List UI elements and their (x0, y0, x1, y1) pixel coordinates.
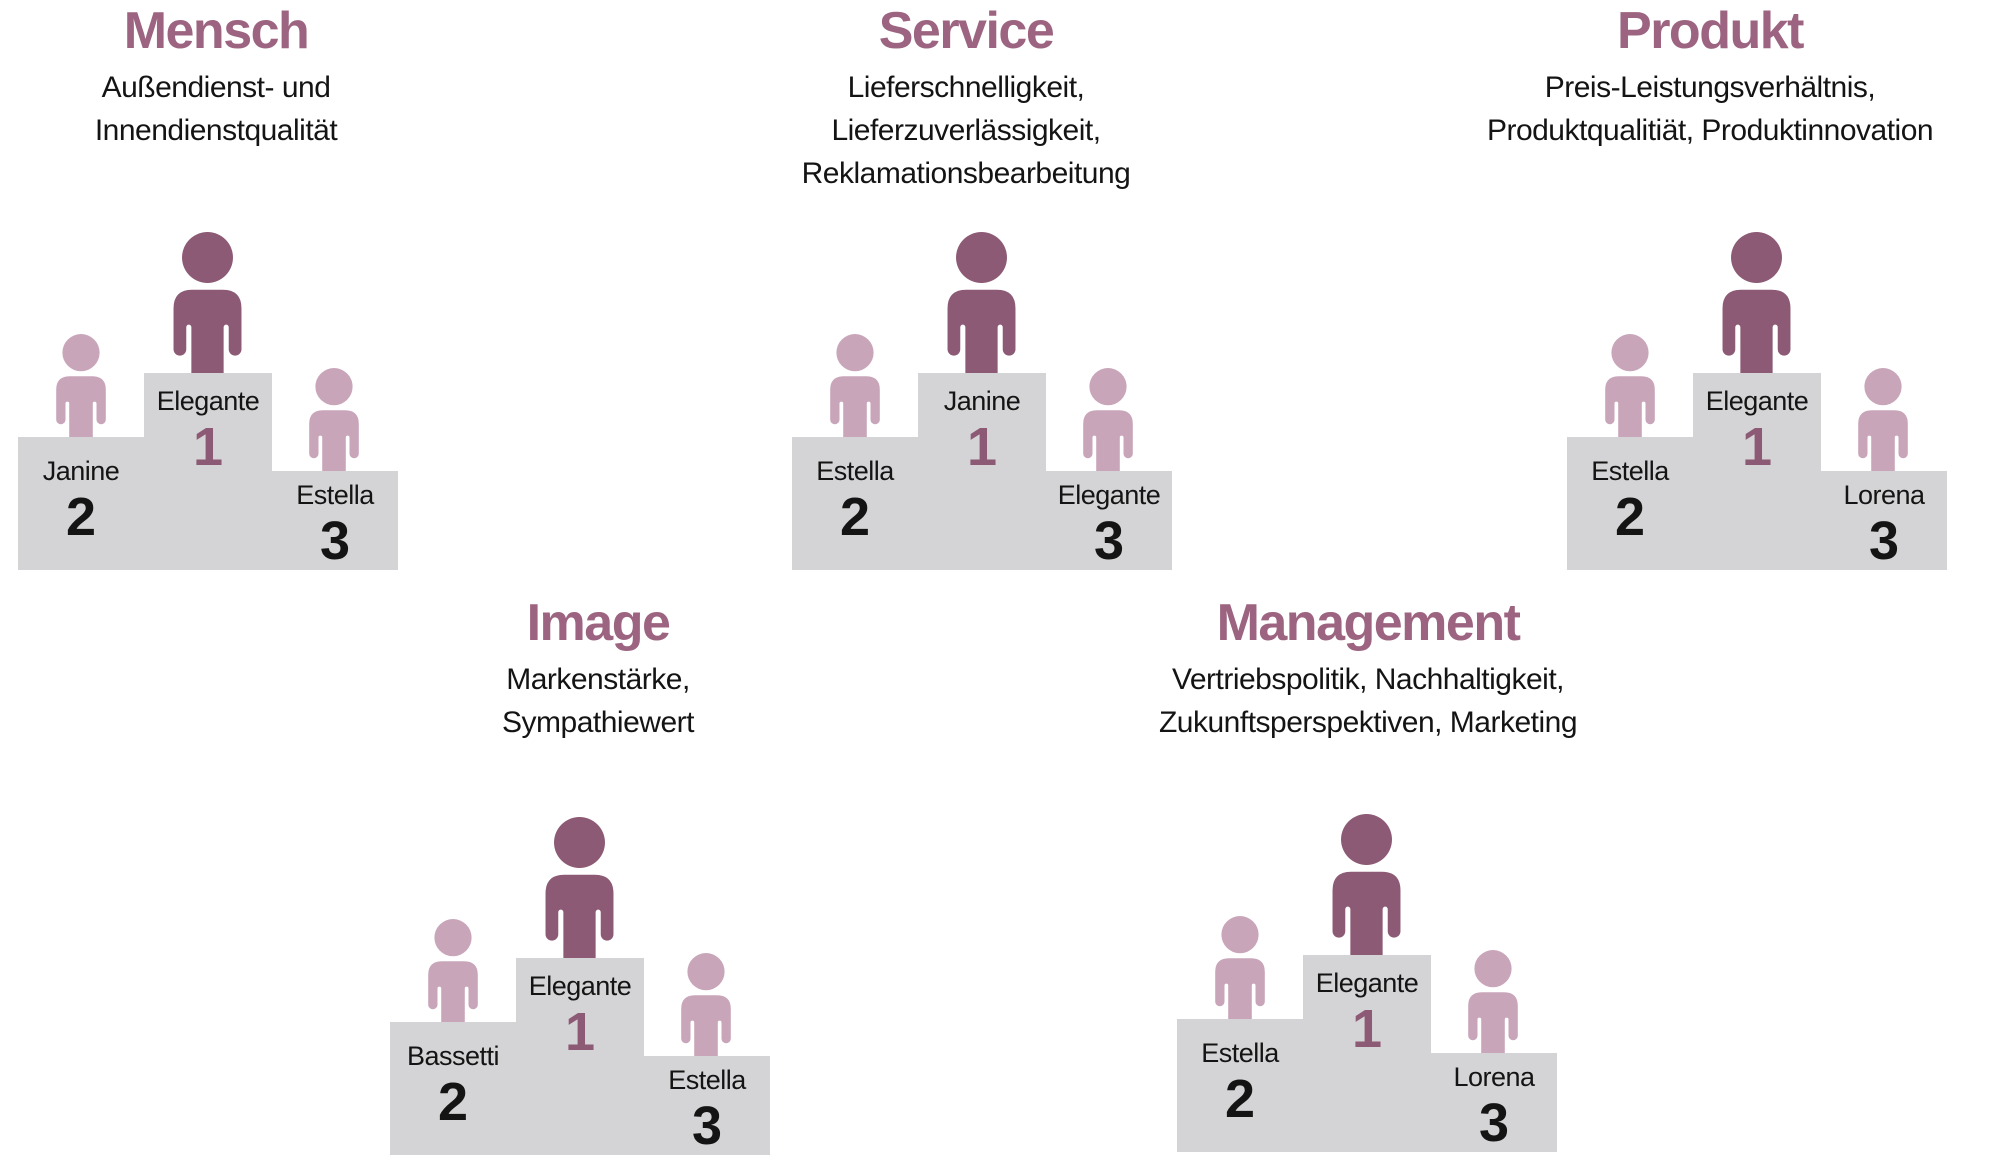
podium-step-first: Janine 1 (918, 373, 1046, 570)
person-icon-third-place (303, 368, 365, 471)
subtitle-line: Innendienstqualität (94, 114, 338, 147)
podium-step-second: Estella 2 (1177, 1019, 1303, 1152)
podium-step-second: Bassetti 2 (390, 1022, 516, 1155)
competitor-name: Estella (1201, 1038, 1279, 1068)
section-subtitle: Markenstärke, Sympathiewert (502, 658, 694, 744)
podium-step-third: Estella 3 (272, 471, 398, 570)
competitor-name: Estella (1591, 456, 1669, 486)
podium-step-second: Estella 2 (792, 437, 918, 570)
rank-number: 3 (319, 511, 351, 571)
section-title: Mensch (123, 2, 310, 60)
section-subtitle: Außendienst- und Innendienstqualität (94, 66, 338, 152)
section-title: Produkt (1617, 2, 1804, 60)
section-title: Management (1216, 594, 1521, 652)
competitor-name: Estella (816, 456, 894, 486)
subtitle-line: Vertriebspolitik, Nachhaltigkeit, (1171, 663, 1565, 696)
podium-step-third: Estella 3 (644, 1056, 770, 1155)
subtitle-line: Zukunftsperspektiven, Marketing (1158, 706, 1578, 739)
competitor-name: Elegante (1315, 968, 1419, 998)
podium-step-third: Lorena 3 (1821, 471, 1947, 570)
section-subtitle: Lieferschnelligkeit, Lieferzuverlässigke… (802, 66, 1131, 195)
podium-step-third: Elegante 3 (1046, 471, 1172, 570)
subtitle-line: Markenstärke, (506, 663, 690, 696)
subtitle-line: Außendienst- und (101, 71, 331, 104)
person-icon-first-place (537, 817, 622, 958)
rank-number: 2 (437, 1072, 469, 1132)
person-icon-second-place (1209, 916, 1271, 1019)
podium-step-second: Janine 2 (18, 437, 144, 570)
person-icon-third-place (1077, 368, 1139, 471)
section-title: Image (526, 594, 671, 652)
podium-step-first: Elegante 1 (1693, 373, 1821, 570)
podium-step-first: Elegante 1 (1303, 955, 1431, 1152)
rank-number: 3 (1093, 511, 1125, 571)
rank-number: 3 (1478, 1093, 1510, 1153)
section-header: Management Vertriebspolitik, Nachhaltigk… (1158, 594, 1578, 744)
person-icon-second-place (422, 919, 484, 1022)
podium-step-second: Estella 2 (1567, 437, 1693, 570)
rank-number: 2 (1614, 487, 1646, 547)
rank-number: 1 (192, 417, 224, 477)
competitor-name: Janine (943, 386, 1021, 416)
section-title: Service (878, 2, 1055, 60)
rank-number: 1 (1741, 417, 1773, 477)
person-icon-first-place (939, 232, 1024, 373)
person-icon-first-place (165, 232, 250, 373)
person-icon-second-place (1599, 334, 1661, 437)
podium-step-first: Elegante 1 (144, 373, 272, 570)
rank-number: 1 (564, 1002, 596, 1062)
podium-step-third: Lorena 3 (1431, 1053, 1557, 1152)
section-header: Produkt Preis-Leistungsverhältnis, Produ… (1486, 2, 1934, 152)
competitor-name: Estella (668, 1065, 746, 1095)
person-icon-third-place (675, 953, 737, 1056)
subtitle-line: Sympathiewert (502, 706, 694, 739)
rank-number: 2 (839, 487, 871, 547)
section-header: Image Markenstärke, Sympathiewert (502, 596, 694, 744)
rank-number: 2 (65, 487, 97, 547)
subtitle-line: Preis-Leistungsverhältnis, (1544, 71, 1876, 104)
competitor-name: Bassetti (406, 1041, 500, 1071)
section-header: Mensch Außendienst- und Innendienstquali… (94, 2, 338, 152)
competitor-name: Janine (42, 456, 120, 486)
subtitle-line: Reklamationsbearbeitung (801, 157, 1131, 190)
person-icon-third-place (1462, 950, 1524, 1053)
competitor-name: Estella (296, 480, 374, 510)
section-subtitle: Vertriebspolitik, Nachhaltigkeit, Zukunf… (1158, 658, 1578, 744)
competitor-name: Lorena (1843, 480, 1925, 510)
subtitle-line: Lieferzuverlässigkeit, (831, 114, 1101, 147)
competitor-name: Lorena (1453, 1062, 1535, 1092)
subtitle-line: Produktqualitiät, Produktinnovation (1486, 114, 1934, 147)
section-header: Service Lieferschnelligkeit, Lieferzuver… (802, 4, 1131, 195)
rank-number: 2 (1224, 1069, 1256, 1129)
person-icon-first-place (1324, 814, 1409, 955)
person-icon-second-place (50, 334, 112, 437)
competitor-name: Elegante (156, 386, 260, 416)
rank-number: 3 (691, 1096, 723, 1156)
subtitle-line: Lieferschnelligkeit, (847, 71, 1085, 104)
competitor-name: Elegante (1057, 480, 1161, 510)
competitor-name: Elegante (1705, 386, 1809, 416)
section-subtitle: Preis-Leistungsverhältnis, Produktqualit… (1486, 66, 1934, 152)
rank-number: 1 (1351, 999, 1383, 1059)
person-icon-second-place (824, 334, 886, 437)
competitor-name: Elegante (528, 971, 632, 1001)
person-icon-third-place (1852, 368, 1914, 471)
person-icon-first-place (1714, 232, 1799, 373)
rank-number: 3 (1868, 511, 1900, 571)
podium-step-first: Elegante 1 (516, 958, 644, 1155)
rank-number: 1 (966, 417, 998, 477)
